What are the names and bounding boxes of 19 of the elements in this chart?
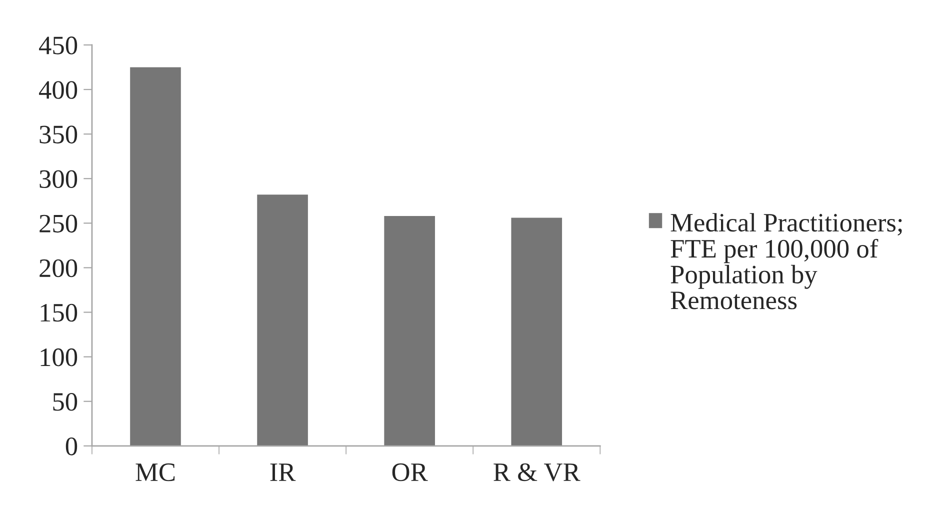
x-tick-label: IR [270, 464, 296, 481]
y-tick-label: 0 [66, 438, 78, 456]
y-tick-label: 450 [39, 36, 78, 54]
x-tick-label: MC [136, 463, 175, 482]
y-tick-label: 350 [40, 126, 78, 144]
y-tick-label: 50 [53, 392, 78, 411]
y-tick-label: 300 [40, 170, 78, 188]
y-tick-label: 200 [40, 259, 78, 278]
y-tick-label: 250 [40, 214, 78, 233]
bar [384, 216, 435, 446]
legend-label: Medical Practitioners; FTE per 100,000 of Population by Remoteness [670, 213, 902, 310]
bar [130, 67, 181, 446]
bar [511, 218, 562, 446]
x-tick-label: R & VR [494, 463, 580, 482]
y-tick-label: 400 [39, 81, 78, 99]
bar [257, 194, 308, 446]
x-tick-label: OR [392, 463, 428, 482]
y-tick-label: 150 [40, 304, 78, 322]
y-tick-label: 100 [40, 348, 78, 366]
